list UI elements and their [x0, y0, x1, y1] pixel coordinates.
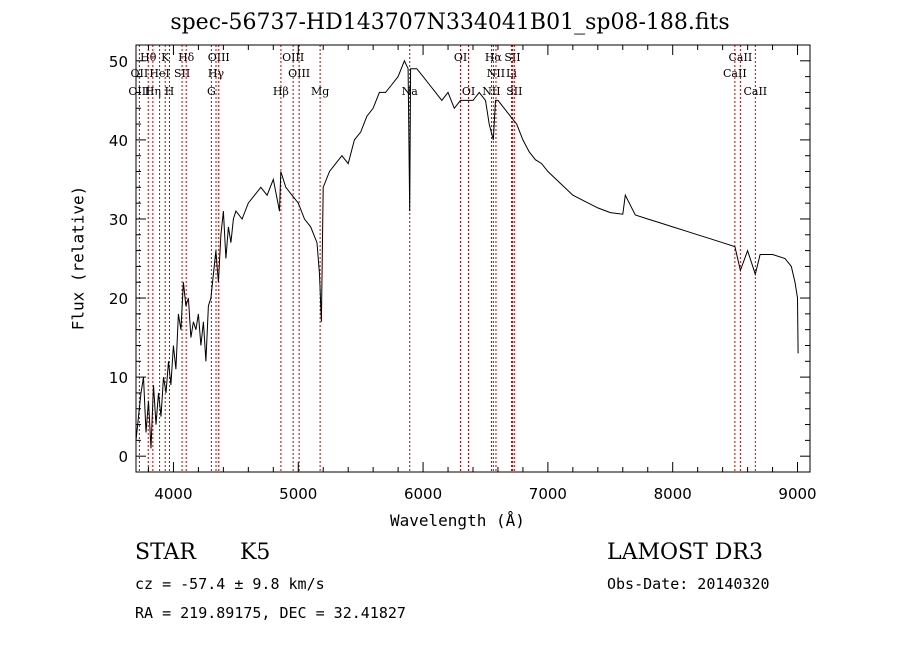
x-tick-label: 8000: [654, 485, 692, 503]
spectral-line-label: SII: [174, 67, 190, 80]
spectral-line-label: Hθ: [140, 51, 157, 64]
survey-label: LAMOST DR3: [607, 540, 763, 565]
y-tick-label: 40: [109, 132, 128, 150]
spectral-line-label: CaII: [743, 85, 767, 98]
spectral-line-label: Hγ: [208, 67, 225, 80]
x-tick-label: 7000: [529, 485, 567, 503]
spectral-line-label: Hη: [145, 85, 161, 98]
y-tick-label: 30: [109, 211, 128, 229]
obs-date-text: Obs-Date: 20140320: [607, 575, 770, 593]
spectral-line-label: H: [165, 85, 175, 98]
spectrum-series-line: [135, 59, 799, 449]
spectral-line-label: Hδ: [178, 51, 195, 64]
spectral-line-label: OI: [454, 51, 467, 64]
spectral-line-label: OIII: [208, 51, 230, 64]
chart-title: spec-56737-HD143707N334041B01_sp08-188.f…: [170, 10, 730, 35]
spectral-line-label: NII: [487, 67, 505, 80]
spectral-line-label: Na: [402, 85, 419, 98]
y-tick-label: 50: [109, 53, 128, 71]
spectral-line-label: OII: [131, 67, 149, 80]
spectral-line-label: G: [207, 85, 216, 98]
object-class-label: STAR: [135, 540, 196, 565]
x-axis-label: Wavelength (Å): [390, 511, 525, 530]
axis-ticks: [136, 44, 810, 472]
spectral-line-label: OI: [462, 85, 475, 98]
spectral-line-label: NII: [482, 85, 500, 98]
spectral-line-label: SII: [506, 85, 522, 98]
spectral-line-label: OIII: [288, 67, 310, 80]
spectral-line-label: HeI: [149, 67, 169, 80]
coordinates-text: RA = 219.89175, DEC = 32.41827: [135, 604, 406, 622]
spectral-line-label: CaII: [723, 67, 747, 80]
plot-frame: [135, 44, 811, 473]
axis-tick-labels: 4000 5000 6000 7000 8000 9000 0 10 20 30 40 50: [109, 53, 817, 503]
object-subclass-label: K5: [240, 540, 271, 565]
spectral-line-label: Hα: [485, 51, 503, 64]
x-tick-label: 9000: [778, 485, 816, 503]
x-tick-label: 5000: [279, 485, 317, 503]
x-tick-label: 4000: [154, 485, 192, 503]
spectral-line-label: K: [161, 51, 170, 64]
spectral-line-label: OIII: [128, 85, 150, 98]
y-tick-label: 0: [118, 448, 128, 466]
y-axis-label: Flux (relative): [68, 185, 88, 331]
redshift-velocity-text: cz = -57.4 ± 9.8 km/s: [135, 575, 325, 593]
y-tick-label: 10: [109, 369, 128, 387]
spectral-line-label: Mg: [311, 85, 329, 98]
spectral-line-label: Li: [506, 67, 517, 80]
spectral-line-label: Hβ: [273, 85, 289, 98]
x-tick-label: 6000: [404, 485, 442, 503]
spectral-line-label: CaII: [729, 51, 753, 64]
y-tick-label: 20: [109, 290, 128, 308]
spectral-line-label: SII: [504, 51, 520, 64]
spectral-line-label: OIII: [282, 51, 304, 64]
spectral-line-markers: [138, 45, 756, 472]
